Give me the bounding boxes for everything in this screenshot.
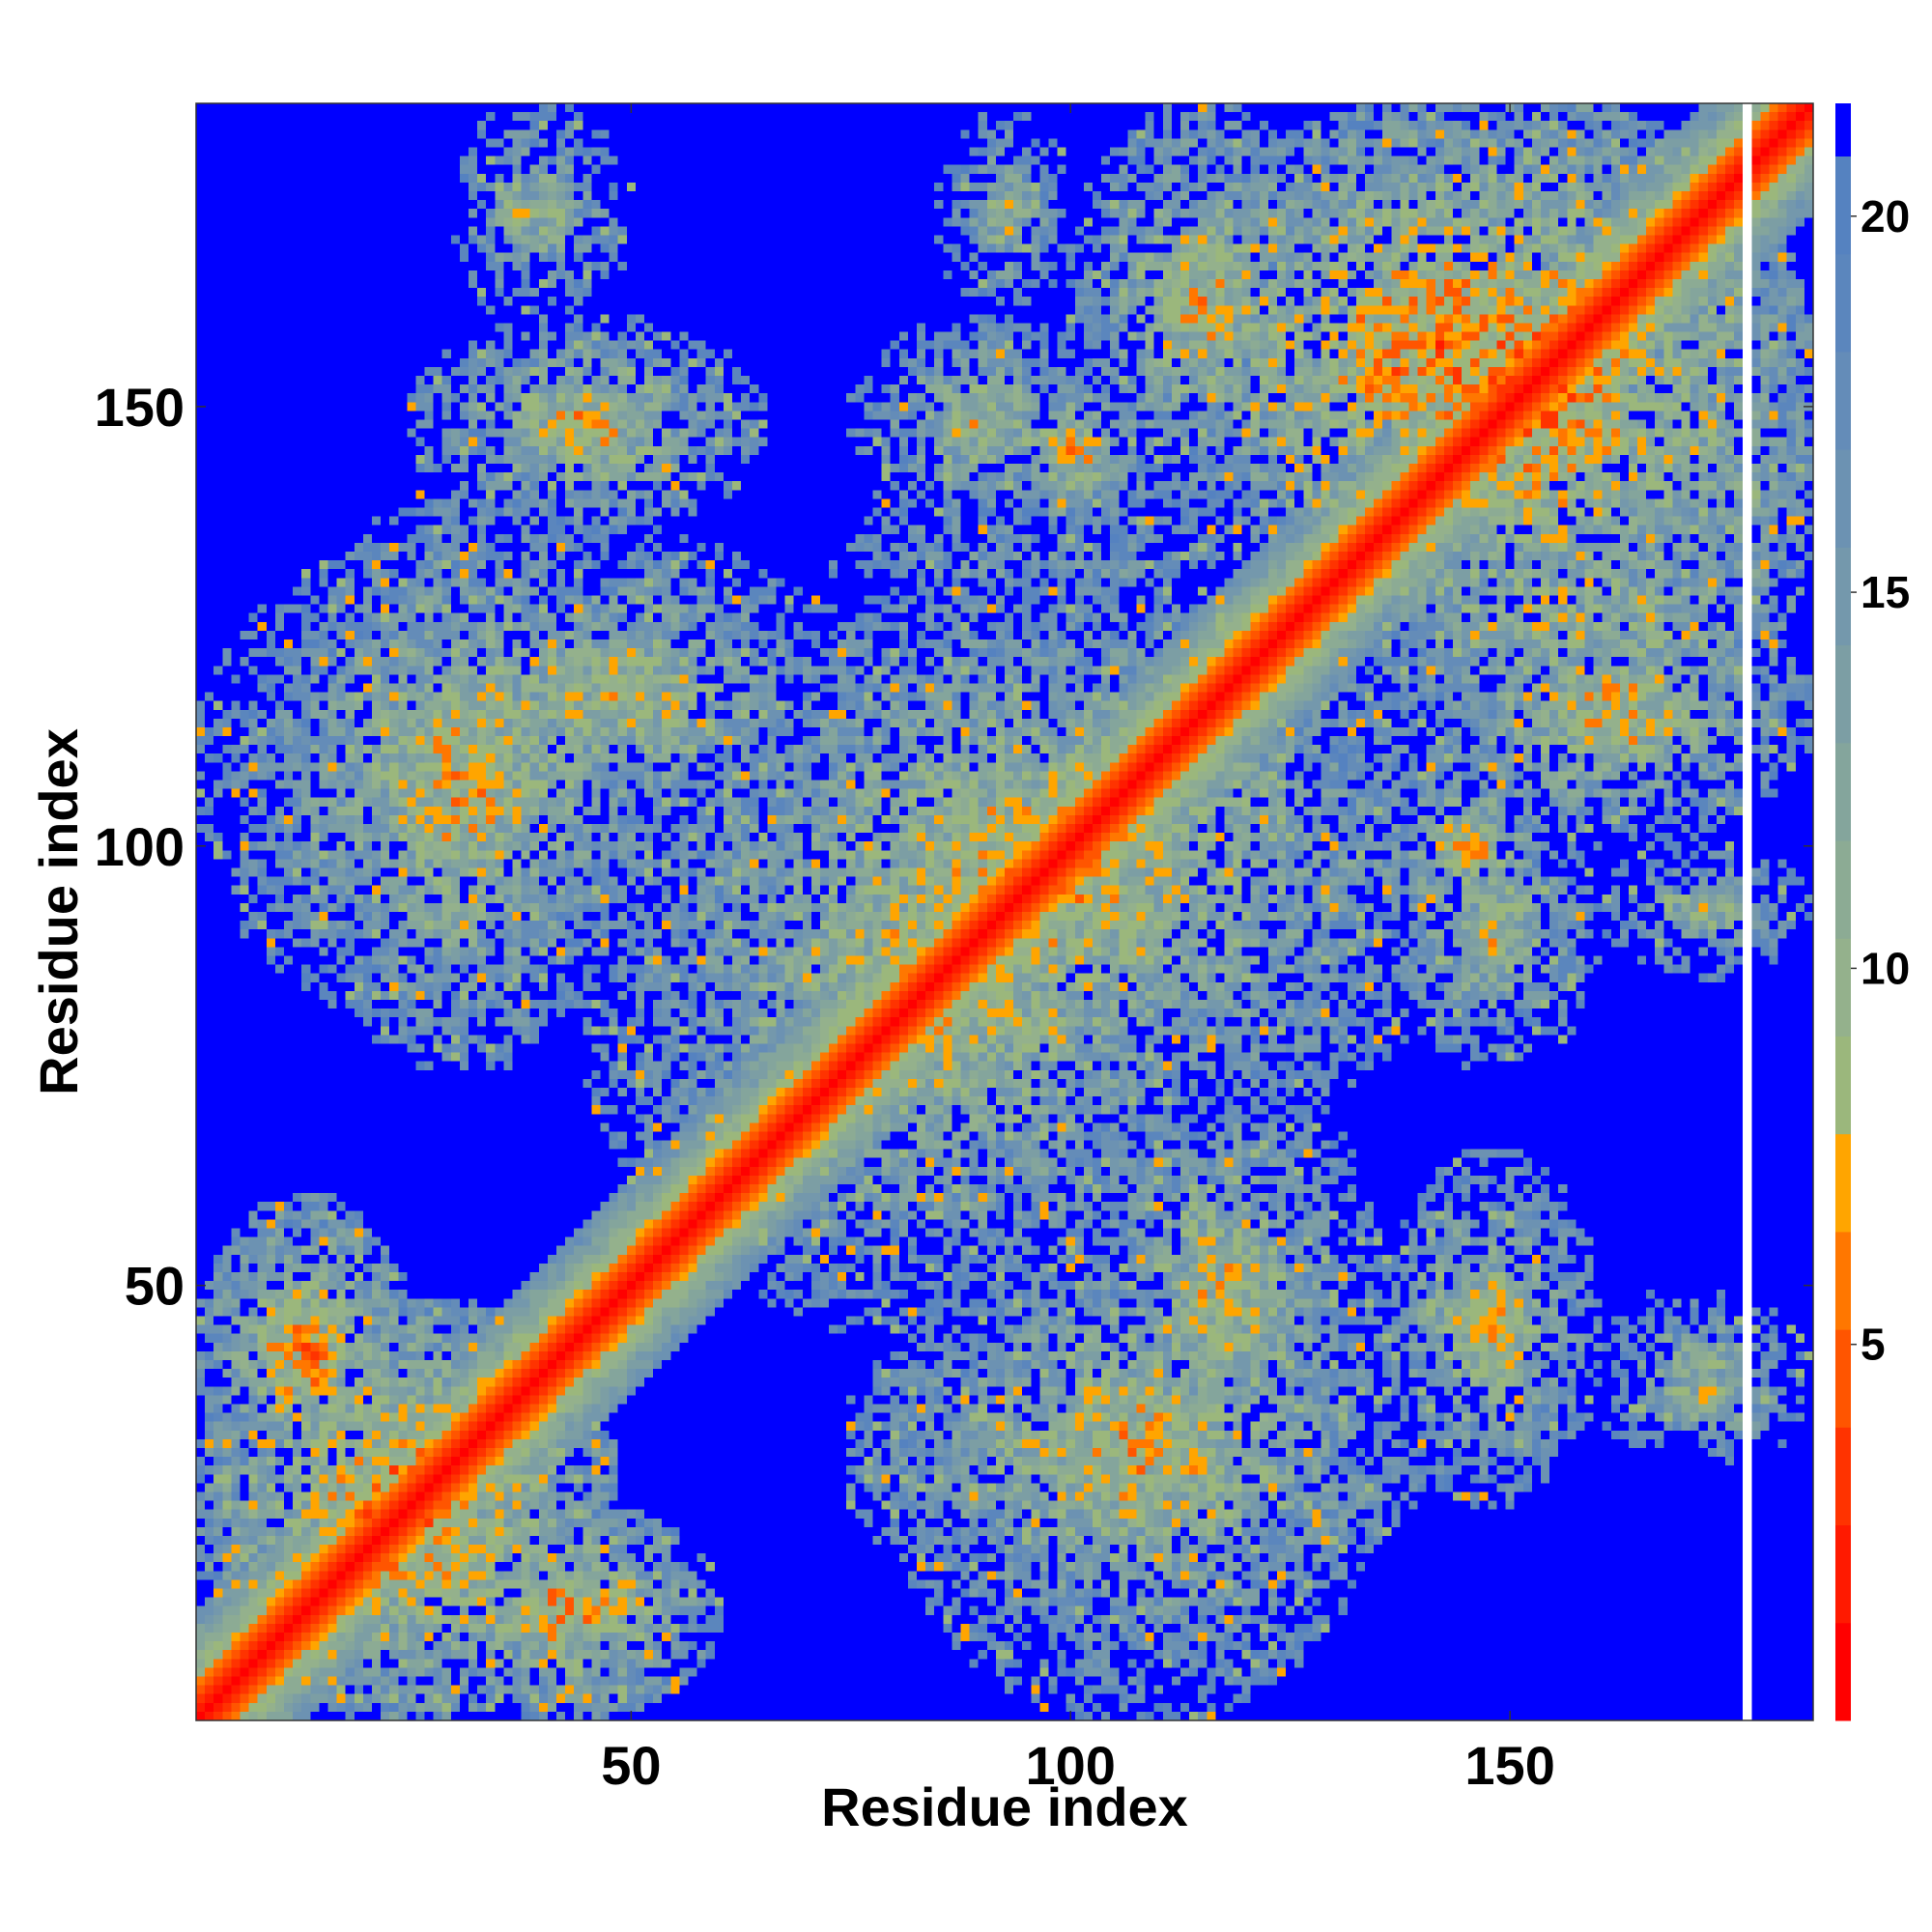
colorbar-segment — [1835, 938, 1851, 1037]
x-tick-label: 100 — [1026, 1735, 1116, 1796]
x-axis-title: Residue index — [821, 1776, 1188, 1837]
colorbar-segment — [1835, 1524, 1851, 1624]
colorbar-tick-label: 5 — [1861, 1320, 1886, 1370]
colorbar-segment — [1835, 253, 1851, 353]
x-tick-label: 50 — [601, 1735, 661, 1796]
y-tick-label: 100 — [95, 816, 185, 877]
x-tick-label: 150 — [1464, 1735, 1554, 1796]
colorbar-tick-label: 10 — [1861, 943, 1910, 993]
colorbar-ticks: 5 10 15 20 — [1851, 191, 1910, 1370]
colorbar-segment — [1835, 1622, 1851, 1721]
colorbar-segment — [1835, 1036, 1851, 1135]
colorbar-segment — [1835, 156, 1851, 255]
plot-frame — [195, 102, 1814, 1721]
colorbar-segment — [1835, 644, 1851, 744]
distance-heatmap — [196, 103, 1813, 1720]
y-tick-label: 50 — [125, 1256, 185, 1317]
colorbar-segment — [1835, 1427, 1851, 1526]
colorbar-segment — [1835, 547, 1851, 646]
colorbar-segment — [1835, 351, 1851, 450]
colorbar-tick-label: 15 — [1861, 567, 1910, 617]
colorbar — [1835, 103, 1851, 1721]
colorbar-tick-label: 20 — [1861, 191, 1910, 242]
y-axis-ticks: 50 100 150 — [95, 377, 1813, 1317]
y-axis-title: Residue index — [28, 728, 89, 1095]
colorbar-segment — [1835, 742, 1851, 841]
colorbar-segment — [1835, 449, 1851, 548]
colorbar-segment — [1835, 1133, 1851, 1233]
colorbar-segment — [1835, 103, 1851, 157]
colorbar-segment — [1835, 840, 1851, 939]
x-axis-ticks: 50 100 150 — [601, 103, 1555, 1796]
colorbar-segment — [1835, 1329, 1851, 1428]
y-tick-label: 150 — [95, 377, 185, 438]
colorbar-segment — [1835, 1231, 1851, 1330]
